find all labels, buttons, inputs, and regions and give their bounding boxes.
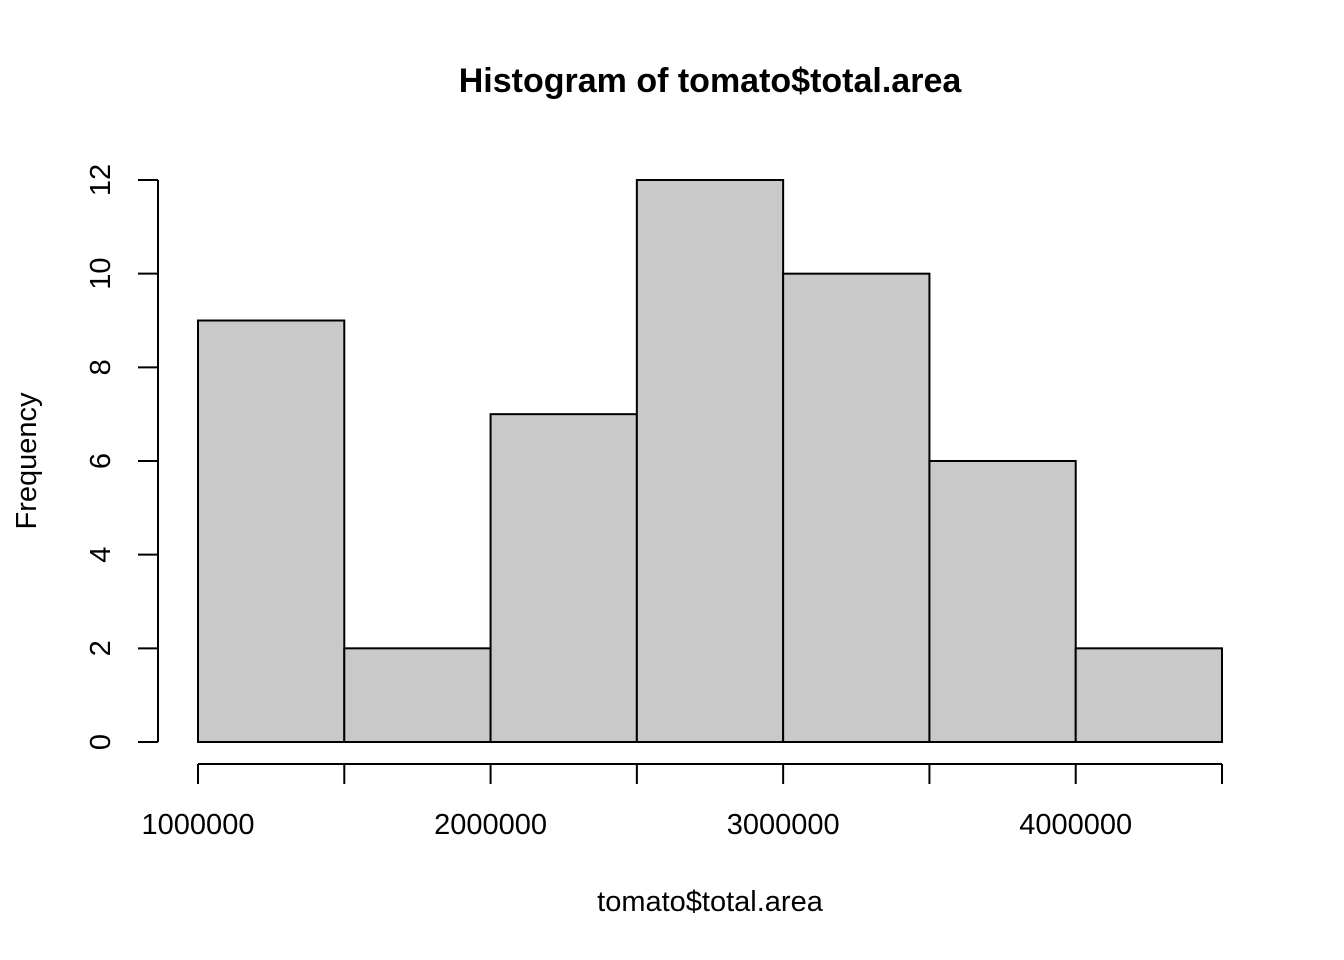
histogram-bar-2 <box>343 647 492 743</box>
y-tick-label-2: 4 <box>85 547 117 563</box>
histogram-bar-6 <box>928 460 1077 743</box>
x-tick-label-2: 3000000 <box>727 809 840 841</box>
bars-group <box>197 179 1223 743</box>
y-tick-label-3: 6 <box>85 453 117 469</box>
y-tick-label-4: 8 <box>85 359 117 375</box>
x-tick-label-1: 2000000 <box>434 809 547 841</box>
x-tick-label-0: 1000000 <box>142 809 255 841</box>
chart-title: Histogram of tomato$total.area <box>459 62 963 100</box>
histogram-bar-4 <box>635 179 785 743</box>
y-axis: 0 2 4 6 8 10 12 <box>85 164 159 750</box>
y-axis-label: Frequency <box>11 392 43 530</box>
x-tick-label-3: 4000000 <box>1019 809 1132 841</box>
y-tick-label-0: 0 <box>85 734 117 750</box>
y-tick-label-6: 12 <box>85 164 117 196</box>
histogram-bar-5 <box>782 272 931 743</box>
histogram-bar-3 <box>489 413 638 743</box>
x-axis-label: tomato$total.area <box>597 886 824 918</box>
y-tick-label-1: 2 <box>85 640 117 656</box>
x-axis: 1000000 2000000 3000000 4000000 <box>142 763 1223 841</box>
y-tick-label-5: 10 <box>85 258 117 290</box>
histogram-bar-7 <box>1074 647 1223 743</box>
histogram-bar-1 <box>197 319 346 743</box>
